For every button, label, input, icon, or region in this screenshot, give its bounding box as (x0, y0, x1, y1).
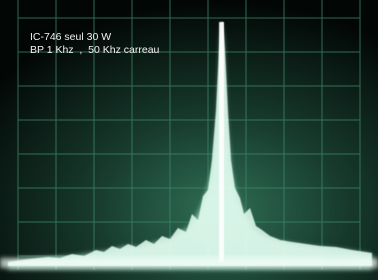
caption-line-1: IC-746 seul 30 W (30, 31, 111, 43)
page: IC-746 seul 30 W BP 1 Khz , 50 Khz carre… (0, 0, 378, 280)
caption-line-2: BP 1 Khz , 50 Khz carreau (30, 44, 160, 56)
carrier-peak (219, 22, 224, 262)
photo: IC-746 seul 30 W BP 1 Khz , 50 Khz carre… (0, 0, 378, 280)
noise-floor (0, 258, 378, 268)
